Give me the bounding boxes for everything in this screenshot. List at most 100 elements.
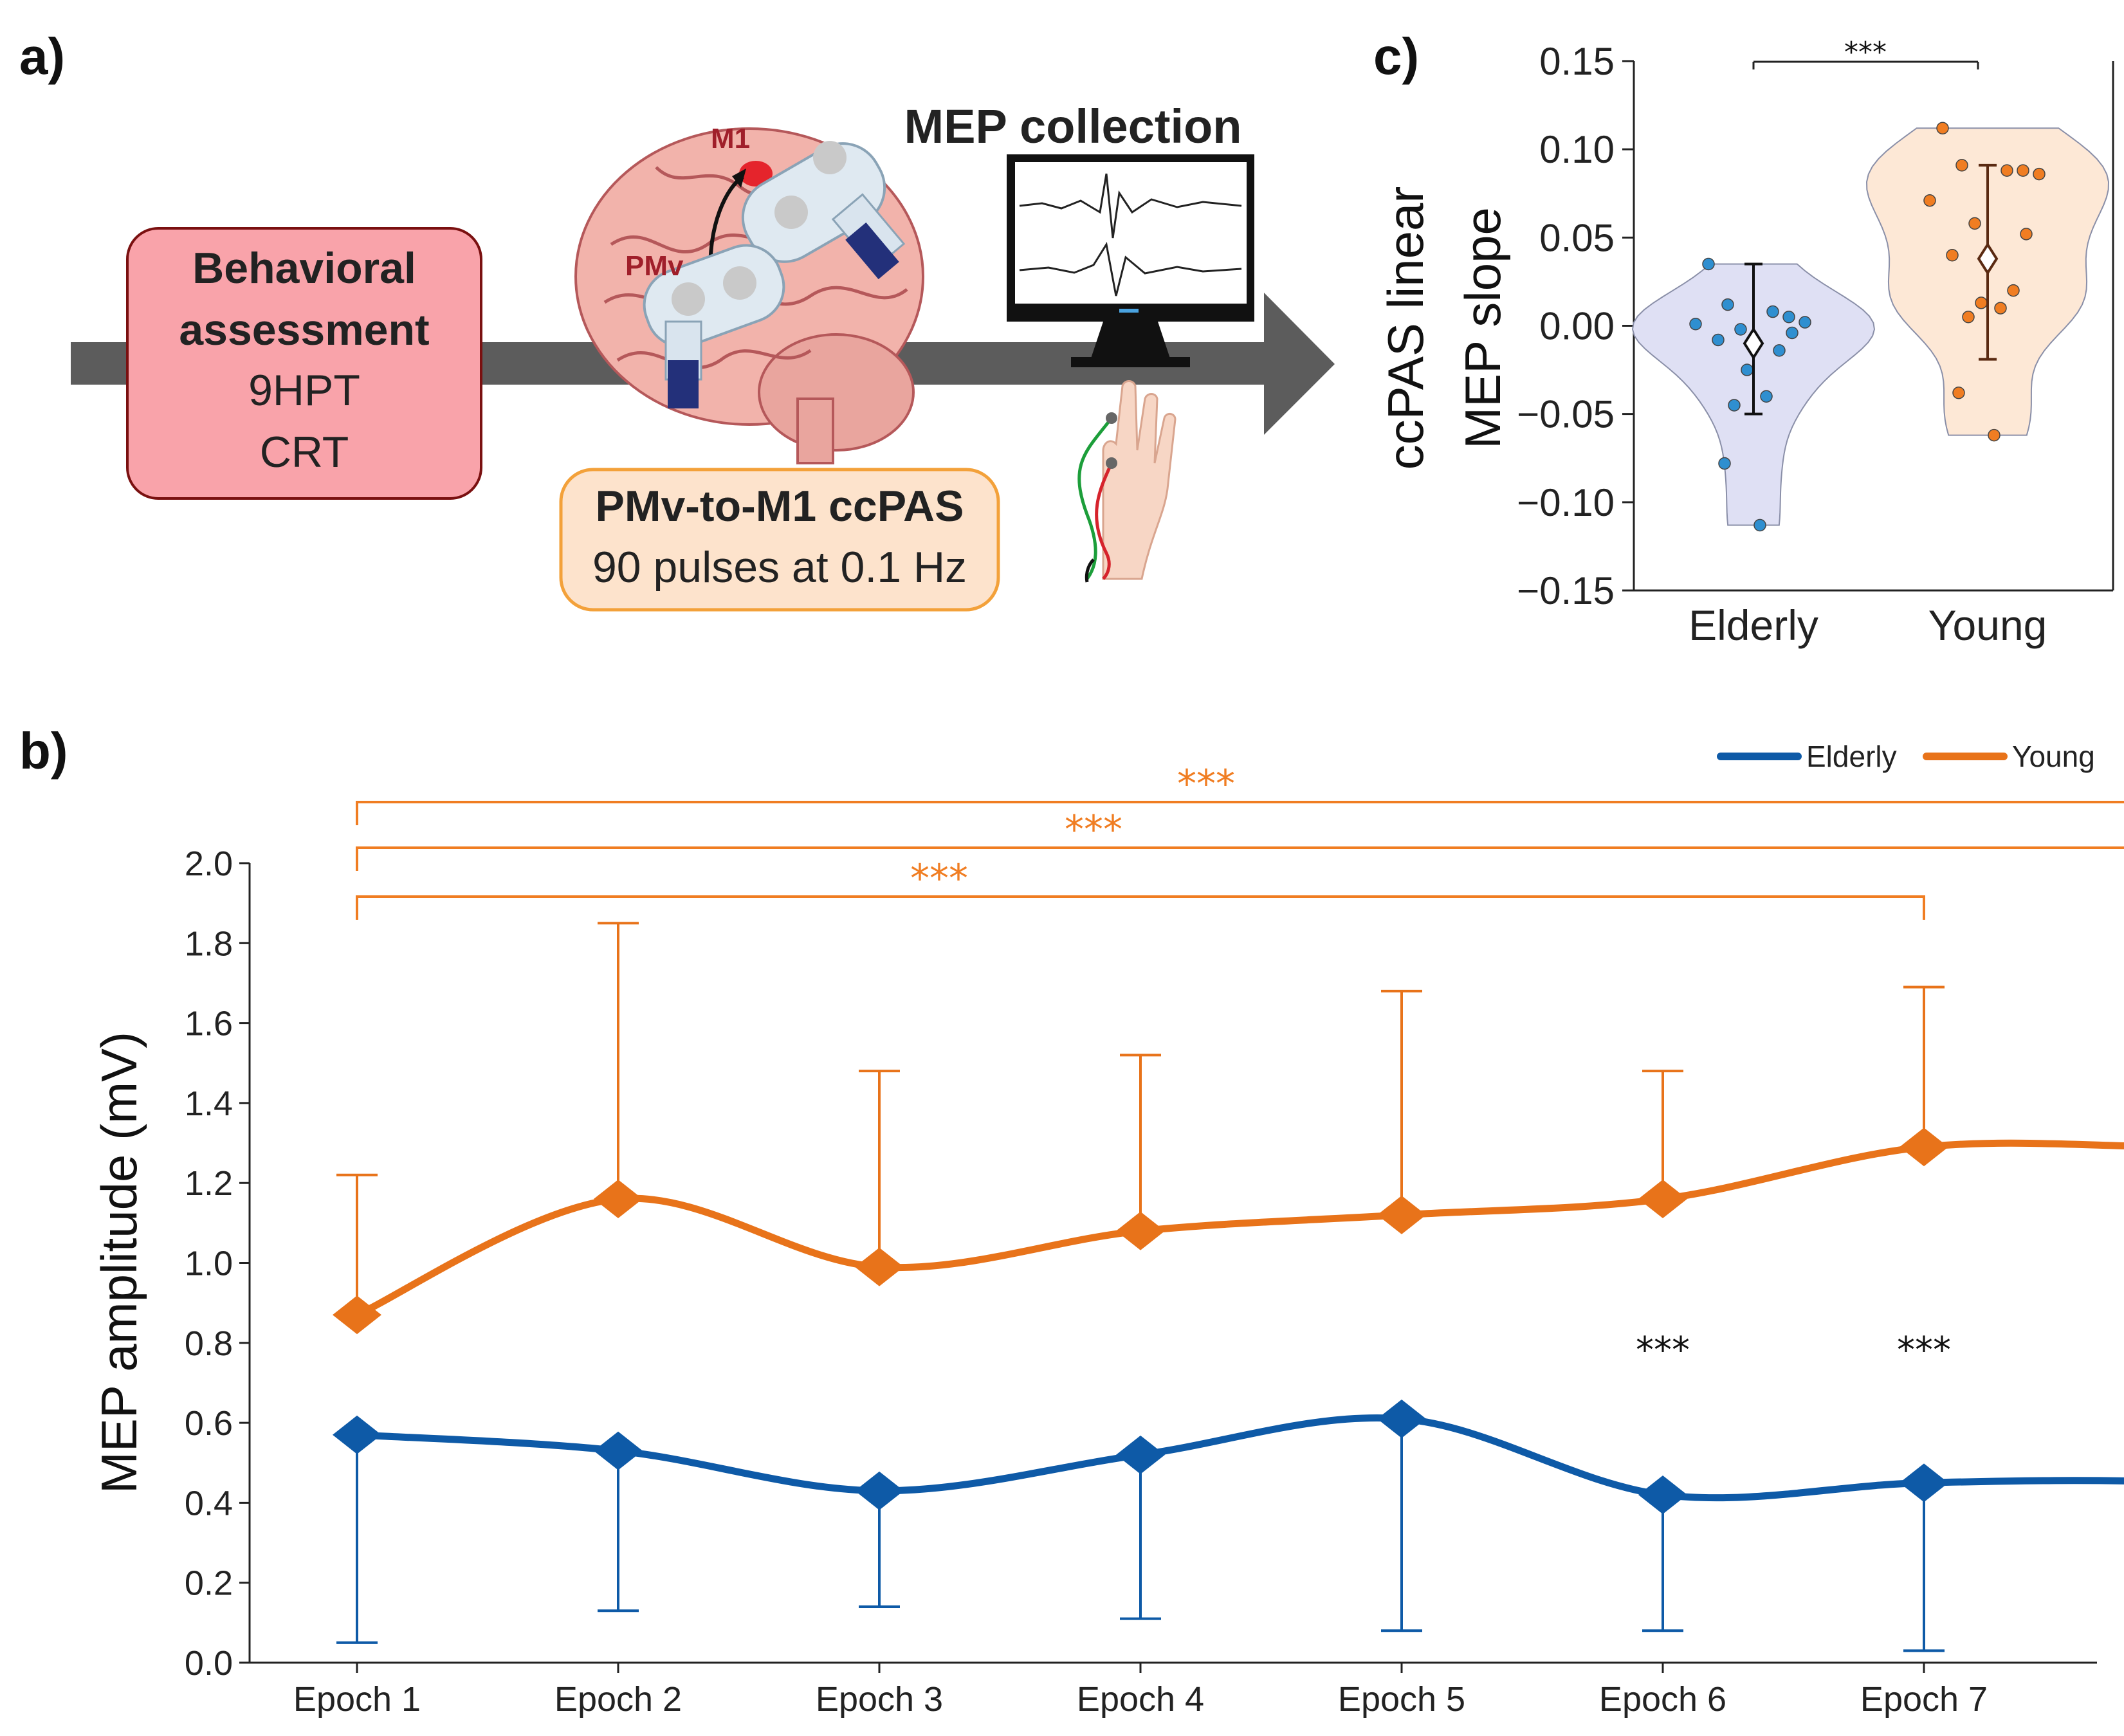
ccpas-box: PMv-to-M1 ccPAS 90 pulses at 0.1 Hz bbox=[559, 468, 1000, 612]
tms-coil-m1 bbox=[741, 141, 906, 280]
mean-young bbox=[1977, 242, 1999, 275]
panel-b-ytick-label: 1.2 bbox=[185, 1164, 233, 1203]
panel-b-ylabel: MEP amplitude (mV) bbox=[91, 1032, 147, 1494]
marker-young bbox=[855, 1247, 904, 1286]
series-line-young bbox=[355, 1139, 2124, 1319]
panel-b-ytick-label: 1.6 bbox=[185, 1005, 233, 1043]
panel-b-ytick-label: 0.0 bbox=[185, 1644, 233, 1683]
point-elderly bbox=[1721, 298, 1734, 311]
sig-bracket bbox=[356, 846, 2124, 871]
panel-c-ylabel-line2: MEP slope bbox=[1454, 207, 1511, 449]
panel-label-b: b) bbox=[19, 722, 68, 780]
point-young bbox=[1923, 194, 1936, 207]
point-young bbox=[1952, 386, 1965, 399]
panel-b-ytick-label: 1.4 bbox=[185, 1084, 233, 1123]
point-elderly bbox=[1786, 326, 1799, 340]
marker-elderly bbox=[1377, 1399, 1426, 1438]
panel-a: a) Behavioral assessment 9HPT CRT bbox=[19, 28, 1335, 612]
marker-young bbox=[594, 1180, 643, 1219]
point-elderly bbox=[1734, 323, 1747, 336]
panel-c-cat-elderly: Elderly bbox=[1689, 601, 1818, 649]
point-elderly bbox=[1718, 457, 1731, 470]
m1-label: M1 bbox=[711, 123, 750, 154]
panel-c-ytick-label: 0.05 bbox=[1539, 216, 1615, 259]
mep-collection-title: MEP collection bbox=[904, 100, 1242, 153]
sig-bracket bbox=[356, 895, 1925, 920]
panel-b-ytick-label: 0.6 bbox=[185, 1404, 233, 1443]
behavioral-9hpt: 9HPT bbox=[248, 366, 360, 415]
panel-c-sig-label: *** bbox=[1844, 36, 1887, 69]
point-young bbox=[2000, 164, 2013, 177]
sig-bracket-label: *** bbox=[1065, 807, 1122, 852]
legend-elderly-label: Elderly bbox=[1806, 740, 1897, 773]
marker-young bbox=[333, 1295, 381, 1335]
marker-young bbox=[1900, 1128, 1948, 1167]
panel-b-ytick-label: 1.0 bbox=[185, 1245, 233, 1283]
brain-illustration: M1 PMv bbox=[574, 123, 924, 464]
hand-electrodes-illustration bbox=[1077, 380, 1176, 583]
panel-label-a: a) bbox=[19, 28, 65, 85]
panel-c-cat-young: Young bbox=[1928, 601, 2047, 649]
point-young bbox=[2020, 228, 2033, 241]
panel-b-ytick-label: 0.8 bbox=[185, 1324, 233, 1363]
sig-bracket-label: *** bbox=[1177, 762, 1235, 807]
panel-label-c: c) bbox=[1373, 28, 1419, 85]
panel-b-legend: Elderly Young bbox=[1717, 740, 2095, 773]
marker-young bbox=[1116, 1211, 1165, 1250]
panel-b-xtick-label: Epoch 8 bbox=[2121, 1680, 2124, 1719]
panel-c-ytick-label: 0.15 bbox=[1539, 40, 1615, 83]
panel-b-ytick-label: 0.2 bbox=[185, 1564, 233, 1603]
point-young bbox=[2007, 284, 2020, 297]
behavioral-assessment-box: Behavioral assessment 9HPT CRT bbox=[126, 227, 482, 500]
panel-b-xtick-label: Epoch 6 bbox=[1599, 1680, 1726, 1719]
behavioral-crt: CRT bbox=[260, 428, 349, 477]
panel-c-ytick-label: −0.15 bbox=[1517, 569, 1615, 612]
marker-elderly bbox=[855, 1471, 904, 1510]
point-young bbox=[1975, 297, 1988, 309]
panel-b-xtick-label: Epoch 7 bbox=[1860, 1680, 1988, 1719]
tms-coil-pmv bbox=[643, 244, 785, 408]
panel-c-ytick-label: −0.10 bbox=[1517, 481, 1615, 524]
point-young bbox=[2017, 164, 2029, 177]
point-young bbox=[1968, 217, 1981, 230]
sig-bracket bbox=[356, 801, 2124, 825]
marker-elderly bbox=[594, 1431, 643, 1470]
point-young bbox=[1946, 249, 1959, 262]
marker-elderly bbox=[1116, 1435, 1165, 1474]
panel-c-ytick-label: −0.05 bbox=[1517, 393, 1615, 436]
monitor-icon bbox=[1007, 154, 1254, 367]
sig-annotation: *** bbox=[1897, 1329, 1951, 1371]
point-young bbox=[1955, 159, 1968, 172]
panel-c-sig-bracket: *** bbox=[1752, 36, 1979, 69]
panel-b-xtick-label: Epoch 5 bbox=[1338, 1680, 1465, 1719]
sig-annotation: *** bbox=[1636, 1329, 1690, 1371]
point-young bbox=[1988, 428, 2000, 442]
point-young bbox=[1994, 302, 2007, 315]
mean-elderly bbox=[1743, 327, 1764, 360]
point-elderly bbox=[1741, 363, 1753, 376]
panel-b-xtick-label: Epoch 3 bbox=[816, 1680, 943, 1719]
ccpas-subtitle: 90 pulses at 0.1 Hz bbox=[592, 543, 967, 592]
point-elderly bbox=[1782, 311, 1795, 324]
marker-elderly bbox=[333, 1415, 381, 1454]
pmv-label: PMv bbox=[625, 250, 684, 282]
point-elderly bbox=[1773, 344, 1786, 357]
panel-b-xtick-label: Epoch 1 bbox=[293, 1680, 421, 1719]
panel-c-ytick-label: 0.00 bbox=[1539, 305, 1615, 348]
point-elderly bbox=[1712, 333, 1725, 347]
point-elderly bbox=[1766, 305, 1779, 318]
point-elderly bbox=[1799, 316, 1811, 329]
marker-young bbox=[1377, 1195, 1426, 1234]
behavioral-title-1: Behavioral bbox=[192, 244, 416, 293]
point-young bbox=[1936, 122, 1949, 134]
point-elderly bbox=[1728, 399, 1741, 412]
legend-young-label: Young bbox=[2012, 740, 2095, 773]
panel-c-ytick-label: 0.10 bbox=[1539, 128, 1615, 171]
panel-c: c) 0.15 0.10 0.05 0.00 −0.05 −0.10 −0.15 ccPAS… bbox=[1373, 28, 2114, 649]
point-young bbox=[2033, 167, 2046, 181]
panel-c-ylabel-line1: ccPAS linear bbox=[1377, 187, 1434, 470]
point-elderly bbox=[1702, 257, 1715, 271]
sig-bracket-label: *** bbox=[910, 856, 968, 901]
panel-b-ytick-label: 2.0 bbox=[185, 845, 233, 883]
point-elderly bbox=[1753, 518, 1766, 532]
